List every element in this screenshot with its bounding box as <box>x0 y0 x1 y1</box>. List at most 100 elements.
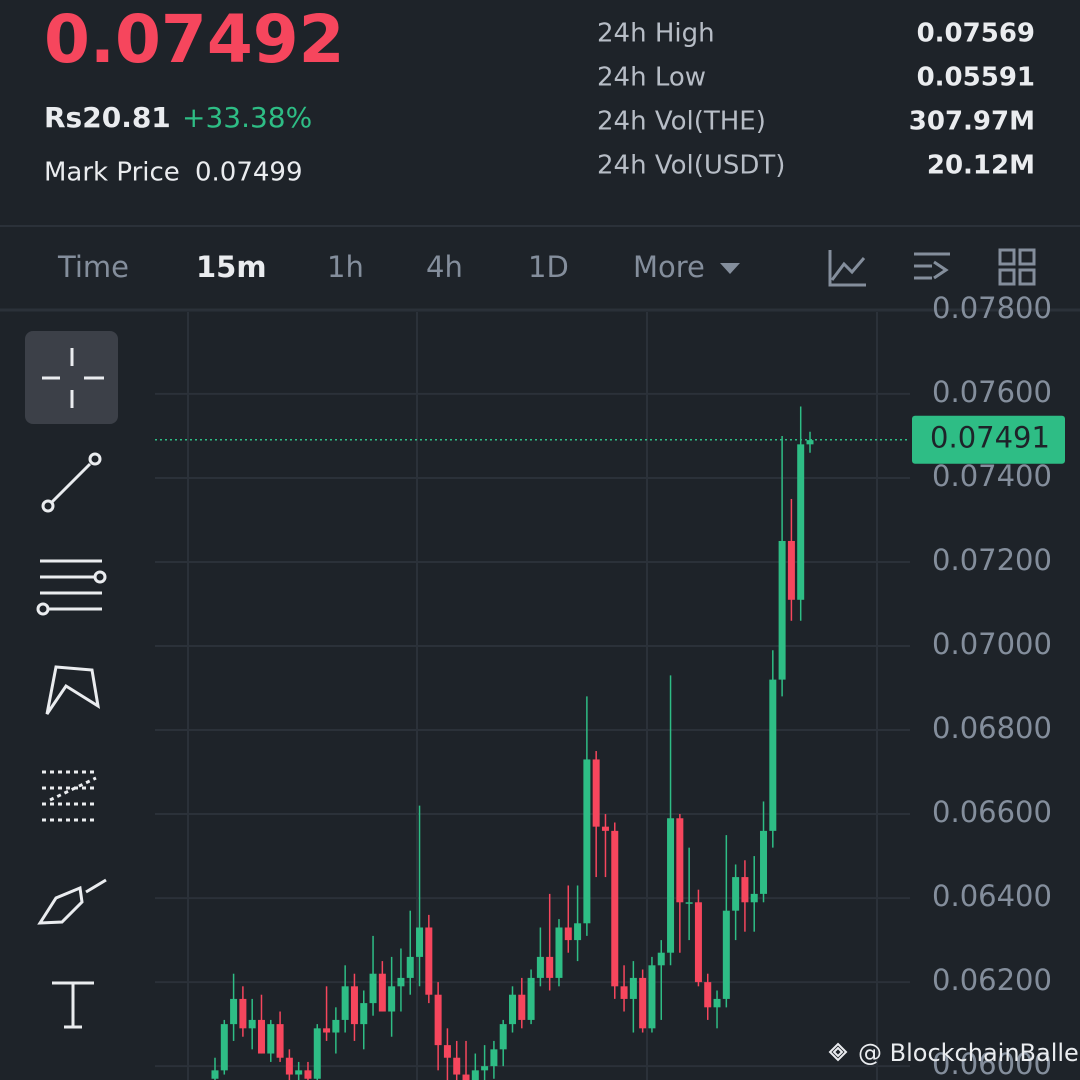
candle-body <box>248 1019 256 1029</box>
candle-body <box>313 1028 321 1079</box>
candle-body <box>267 1024 275 1054</box>
interval-tab[interactable]: Time <box>57 250 129 284</box>
candle-body <box>341 986 349 1020</box>
y-tick-label: 0.07400 <box>932 459 1052 493</box>
y-tick-label: 0.07600 <box>932 375 1052 409</box>
parallel-tool[interactable] <box>40 559 102 611</box>
y-tick-label: 0.07200 <box>932 543 1052 577</box>
candle-body <box>369 973 377 1004</box>
indicator-icon[interactable] <box>828 250 866 287</box>
candle-body <box>490 1049 498 1067</box>
candle-body <box>350 986 358 1025</box>
candle-body <box>629 977 637 999</box>
candle-body <box>574 923 582 941</box>
crosshair-button[interactable] <box>25 331 118 424</box>
stat-label: 24h Vol(USDT) <box>597 151 785 181</box>
candle-body <box>276 1024 284 1058</box>
candle-body <box>416 927 424 957</box>
candle-body <box>722 910 730 999</box>
candle-body <box>425 927 433 995</box>
stat-value: 307.97M <box>909 107 1035 137</box>
candle-body <box>527 977 535 1020</box>
candle-body <box>332 1019 340 1033</box>
last-price-tag <box>912 415 1065 464</box>
candle-body <box>713 998 721 1008</box>
y-tick-label: 0.06200 <box>932 963 1052 997</box>
y-tick-label: 0.07800 <box>932 291 1052 325</box>
candle-body <box>806 440 814 445</box>
stat-value: 20.12M <box>927 151 1035 181</box>
candle-body <box>230 998 238 1025</box>
mark-label: Mark Price <box>44 158 180 188</box>
candle-body <box>685 902 693 904</box>
last-price-label: 0.07491 <box>930 421 1050 455</box>
interval-tab[interactable]: 1h <box>327 250 364 284</box>
candle-body <box>676 818 684 903</box>
candle-body <box>304 1070 312 1079</box>
candle-body <box>657 952 665 966</box>
candle-body <box>750 893 758 903</box>
interval-tab[interactable]: 1D <box>528 250 569 284</box>
candle-body <box>787 540 795 600</box>
candle-body <box>471 1070 479 1080</box>
candle-body <box>760 830 768 894</box>
watermark-text: @ BlockchainBaller <box>858 1039 1080 1067</box>
candle-body <box>285 1057 293 1075</box>
candle-body <box>769 679 777 831</box>
dropdown-arrow[interactable] <box>720 263 740 274</box>
candle-body <box>323 1028 331 1033</box>
line-tool[interactable] <box>50 462 92 504</box>
candle-body <box>667 818 675 953</box>
interval-tab[interactable]: More <box>633 250 705 284</box>
y-tick-label: 0.06000 <box>932 1047 1052 1080</box>
candle-body <box>518 994 526 1020</box>
candle-body <box>462 1074 470 1080</box>
candle-body <box>620 986 628 999</box>
y-tick-label: 0.06600 <box>932 795 1052 829</box>
candle-body <box>239 998 247 1029</box>
layout-icon[interactable] <box>998 248 1036 286</box>
candle-body <box>295 1070 303 1075</box>
pattern-tool[interactable] <box>45 665 101 715</box>
candle-body <box>406 956 414 978</box>
candle-body <box>648 965 656 1029</box>
text-tool[interactable] <box>52 981 94 1029</box>
candle-body <box>694 902 702 983</box>
candle-body <box>564 927 572 941</box>
fiat-price: Rs20.81 <box>44 101 171 134</box>
candle-body <box>611 830 619 987</box>
candle-body <box>211 1070 219 1079</box>
candle-body <box>434 994 442 1046</box>
interval-tabs: Time 15m 1h 4h 1D More <box>57 250 705 284</box>
candle-body <box>601 826 609 831</box>
watermark: @ BlockchainBaller <box>828 1039 1080 1067</box>
stat-value: 0.07569 <box>917 19 1035 49</box>
chart-tools <box>828 248 1036 287</box>
candle-body <box>257 1019 265 1054</box>
stat-label: 24h Low <box>597 63 706 93</box>
fib-tool[interactable] <box>42 770 98 822</box>
price-change: +33.38% <box>182 101 312 134</box>
candle-body <box>536 956 544 978</box>
candle-body <box>397 977 405 987</box>
tool-dot <box>36 602 50 616</box>
candle-body <box>704 982 712 1008</box>
y-tick-label: 0.06800 <box>932 711 1052 745</box>
last-price: 0.07492 <box>44 1 345 78</box>
line-tool-dot <box>41 499 55 513</box>
brush-tool[interactable] <box>37 878 107 925</box>
stat-label: 24h Vol(THE) <box>597 107 766 137</box>
candle-body <box>509 994 516 1025</box>
drawing-toolbar <box>25 331 118 1029</box>
crosshair-icon[interactable] <box>42 348 104 408</box>
interval-tab[interactable]: 15m <box>196 250 267 284</box>
candle-body <box>388 986 396 1012</box>
candle-body <box>360 1003 368 1025</box>
candle-body <box>639 977 647 1029</box>
line-tool-dot <box>88 452 102 466</box>
interval-tab[interactable]: 4h <box>426 250 463 284</box>
candle-body <box>499 1024 507 1050</box>
settings-icon[interactable] <box>914 252 950 280</box>
stat-label: 24h High <box>597 19 715 49</box>
